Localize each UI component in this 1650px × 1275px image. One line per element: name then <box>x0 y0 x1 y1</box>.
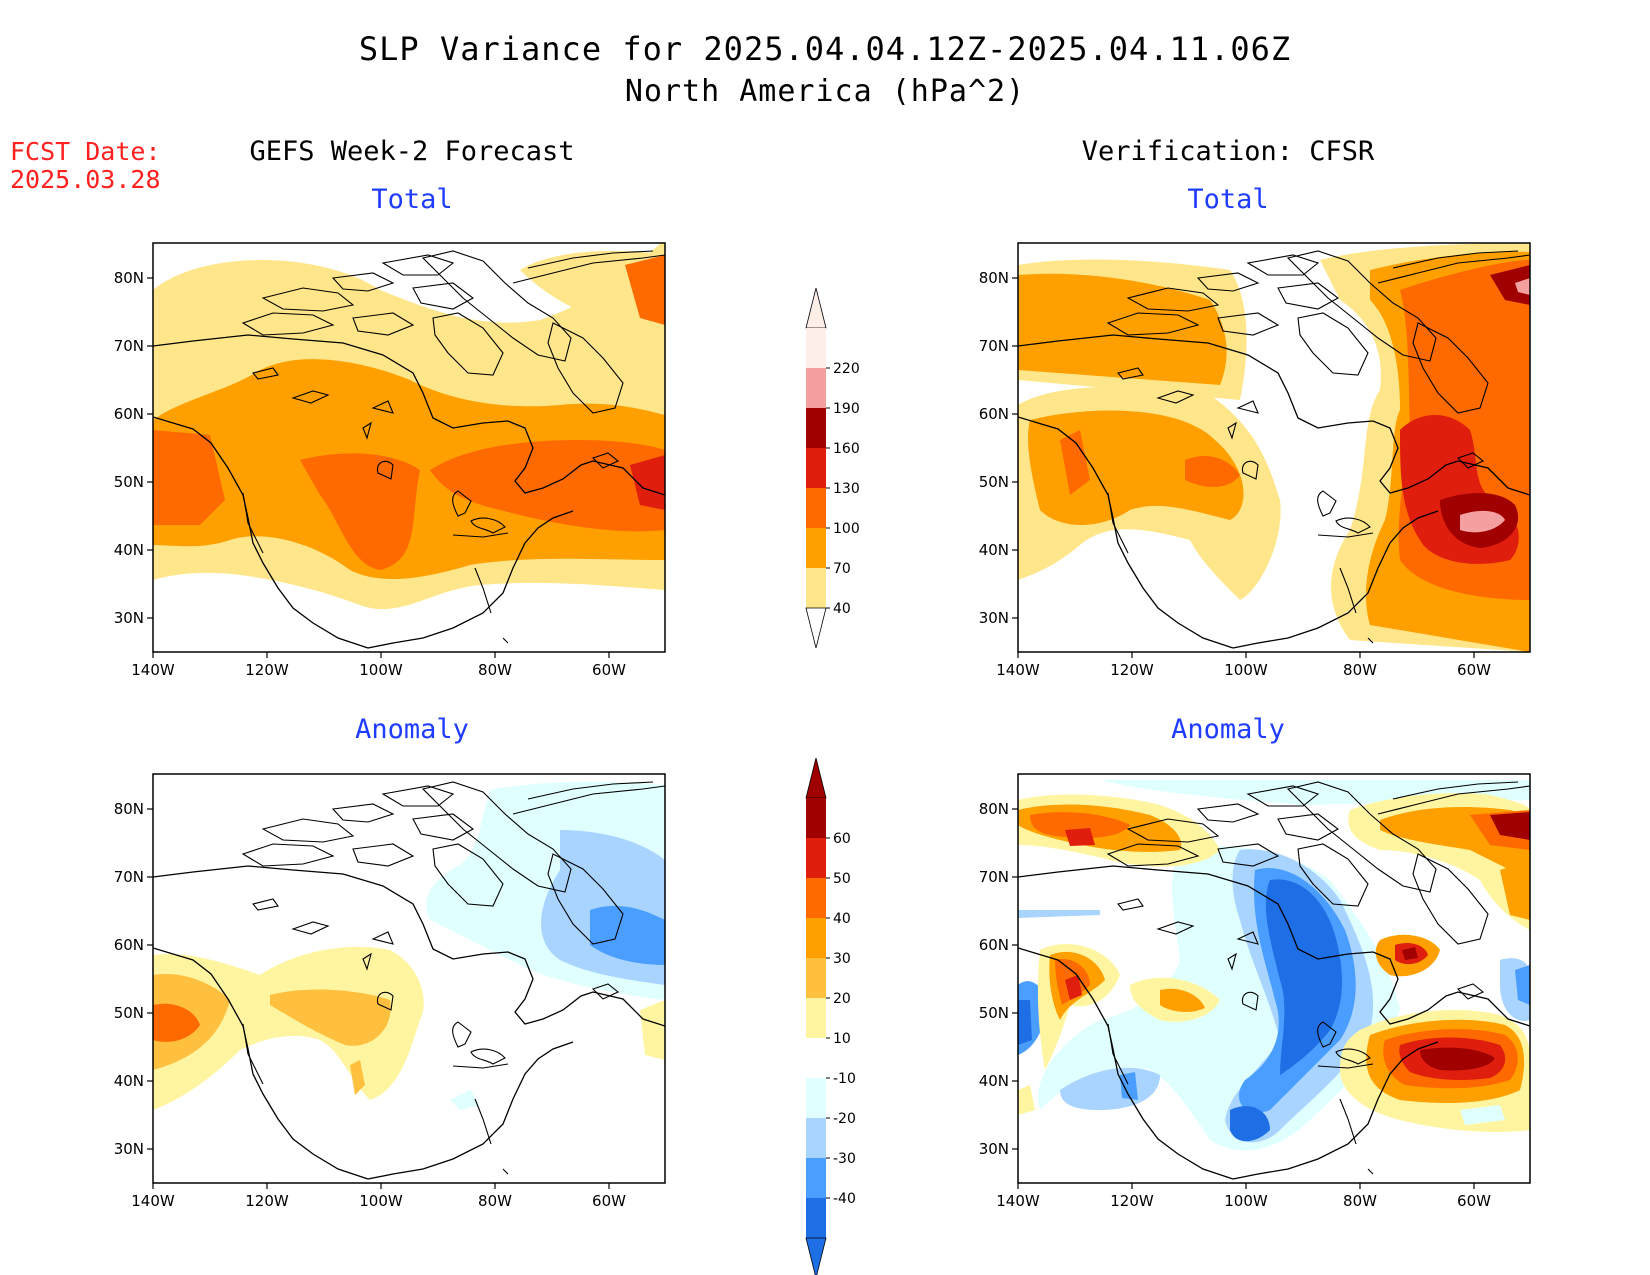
colorbar-segment <box>806 878 826 918</box>
lon-tick-label: 120W <box>245 661 289 679</box>
lon-tick-label: 140W <box>996 1192 1040 1210</box>
fcst-date-label: FCST Date: <box>10 137 161 166</box>
lon-tick-label: 60W <box>1457 661 1491 679</box>
lon-tick-label: 140W <box>131 1192 175 1210</box>
colorbar-segment <box>806 448 826 488</box>
lat-tick-label: 70N <box>114 868 144 886</box>
lat-tick-label: 60N <box>114 405 144 423</box>
left-column-title: GEFS Week-2 Forecast <box>249 136 575 167</box>
lon-tick-label: 120W <box>245 1192 289 1210</box>
lon-tick-label: 60W <box>592 661 626 679</box>
lat-tick-label: 30N <box>979 609 1009 627</box>
colorbar-segment <box>806 408 826 448</box>
colorbar-label: 70 <box>833 561 851 577</box>
fcst-date-value: 2025.03.28 <box>10 165 161 194</box>
colorbar-segment <box>806 1158 826 1198</box>
lat-tick-label: 40N <box>114 1072 144 1090</box>
lon-tick-label: 140W <box>131 661 175 679</box>
lat-tick-label: 30N <box>979 1140 1009 1158</box>
lon-tick-label: 100W <box>1224 661 1268 679</box>
lat-tick-label: 60N <box>979 936 1009 954</box>
colorbar-segment <box>806 798 826 838</box>
lat-tick-label: 50N <box>114 1004 144 1022</box>
lon-tick-label: 80W <box>1343 661 1377 679</box>
axes-labels: 80N 70N 60N 50N 40N 30N 140W 120W 100W 80W 60W 80N 7… <box>114 269 1491 1210</box>
lon-tick-label: 100W <box>359 1192 403 1210</box>
main-title: SLP Variance for 2025.04.04.12Z-2025.04.… <box>358 30 1292 68</box>
lon-tick-label: 60W <box>1457 1192 1491 1210</box>
colorbar-segment <box>806 528 826 568</box>
panel-title-top-left: Total <box>371 184 453 215</box>
fcst-date-block: FCST Date: 2025.03.28 <box>10 138 161 194</box>
lat-tick-label: 70N <box>114 337 144 355</box>
right-column-title: Verification: CFSR <box>1081 136 1375 167</box>
lon-tick-label: 120W <box>1110 661 1154 679</box>
colorbar-segment <box>806 958 826 998</box>
colorbar-label: 50 <box>833 871 851 887</box>
colorbar-segment <box>806 838 826 878</box>
lon-tick-label: 60W <box>592 1192 626 1210</box>
colorbar-anomaly: 60 50 40 30 20 10 -10 -20 -30 -40 <box>805 757 856 1275</box>
colorbar-label: 220 <box>833 361 860 377</box>
colorbar-label: 30 <box>833 951 851 967</box>
lat-tick-label: 80N <box>114 269 144 287</box>
colorbar-label: 100 <box>833 521 860 537</box>
colorbar-segment <box>806 1078 826 1118</box>
colorbar-segment <box>806 1038 826 1078</box>
panel-cfsr-total <box>1017 242 1531 653</box>
lat-tick-label: 50N <box>114 473 144 491</box>
colorbar-label: 130 <box>833 481 860 497</box>
lon-tick-label: 100W <box>359 661 403 679</box>
colorbar-label: -40 <box>833 1191 856 1207</box>
lat-tick-label: 80N <box>114 800 144 818</box>
colorbar-total: 220 190 160 130 100 70 40 <box>805 287 860 649</box>
lat-tick-label: 60N <box>979 405 1009 423</box>
lat-tick-label: 80N <box>979 800 1009 818</box>
panel-gefs-anomaly <box>152 773 666 1184</box>
lat-tick-label: 50N <box>979 473 1009 491</box>
colorbar-segment <box>806 1118 826 1158</box>
colorbar-label: -30 <box>833 1151 856 1167</box>
colorbar-segment <box>806 368 826 408</box>
lat-tick-label: 40N <box>114 541 144 559</box>
colorbar-label: 10 <box>833 1031 851 1047</box>
main-subtitle: North America (hPa^2) <box>624 74 1026 109</box>
lon-tick-label: 80W <box>1343 1192 1377 1210</box>
panel-gefs-total <box>152 242 666 653</box>
colorbar-segment <box>806 328 826 368</box>
lat-tick-label: 70N <box>979 337 1009 355</box>
lon-tick-label: 140W <box>996 661 1040 679</box>
lon-tick-label: 120W <box>1110 1192 1154 1210</box>
colorbar-segment <box>806 998 826 1038</box>
panel-title-bottom-left: Anomaly <box>355 714 469 745</box>
lon-tick-label: 100W <box>1224 1192 1268 1210</box>
colorbar-label: 190 <box>833 401 860 417</box>
colorbar-segment <box>806 918 826 958</box>
lon-tick-label: 80W <box>478 661 512 679</box>
colorbar-label: 20 <box>833 991 851 1007</box>
lat-tick-label: 40N <box>979 1072 1009 1090</box>
colorbar-label: -20 <box>833 1111 856 1127</box>
lon-tick-label: 80W <box>478 1192 512 1210</box>
colorbar-label: 160 <box>833 441 860 457</box>
colorbar-segment <box>806 1198 826 1238</box>
lat-tick-label: 70N <box>979 868 1009 886</box>
lat-tick-label: 30N <box>114 609 144 627</box>
colorbar-label: -10 <box>833 1071 856 1087</box>
colorbar-segment <box>806 568 826 608</box>
panel-cfsr-anomaly <box>1017 773 1531 1184</box>
colorbar-label: 60 <box>833 831 851 847</box>
lat-tick-label: 40N <box>979 541 1009 559</box>
colorbar-label: 40 <box>833 911 851 927</box>
lat-tick-label: 80N <box>979 269 1009 287</box>
panel-title-top-right: Total <box>1187 184 1269 215</box>
lat-tick-label: 60N <box>114 936 144 954</box>
colorbar-label: 40 <box>833 601 851 617</box>
colorbar-segment <box>806 488 826 528</box>
lat-tick-label: 50N <box>979 1004 1009 1022</box>
panel-title-bottom-right: Anomaly <box>1171 714 1285 745</box>
lat-tick-label: 30N <box>114 1140 144 1158</box>
